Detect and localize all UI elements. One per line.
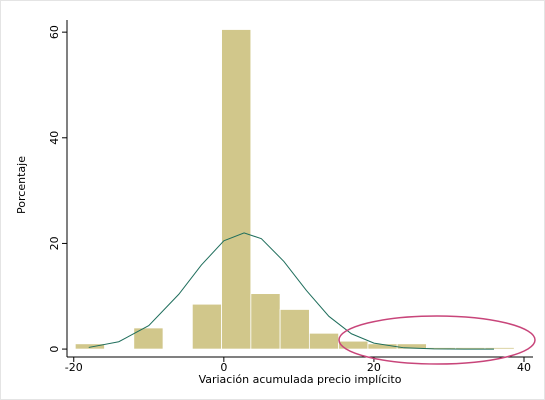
bar xyxy=(484,347,515,350)
bar xyxy=(221,29,252,350)
y-tick-label: 40 xyxy=(48,131,61,145)
bar xyxy=(74,343,105,350)
highlight-ellipse xyxy=(338,315,536,365)
density-curve xyxy=(88,232,494,350)
bar xyxy=(308,332,340,350)
bar xyxy=(279,309,310,350)
bar xyxy=(191,303,222,350)
y-tick-label: 0 xyxy=(48,346,61,353)
bar xyxy=(133,327,164,350)
x-tick-label: 0 xyxy=(220,361,227,374)
y-tick-label: 60 xyxy=(48,25,61,39)
y-axis-label: Porcentaje xyxy=(15,156,28,214)
bar xyxy=(250,293,281,350)
y-tick-label: 20 xyxy=(48,236,61,250)
x-tick-label: -20 xyxy=(65,361,83,374)
x-tick-label: 20 xyxy=(367,361,381,374)
x-axis-label: Variación acumulada precio implícito xyxy=(199,373,402,386)
x-tick-label: 40 xyxy=(517,361,531,374)
